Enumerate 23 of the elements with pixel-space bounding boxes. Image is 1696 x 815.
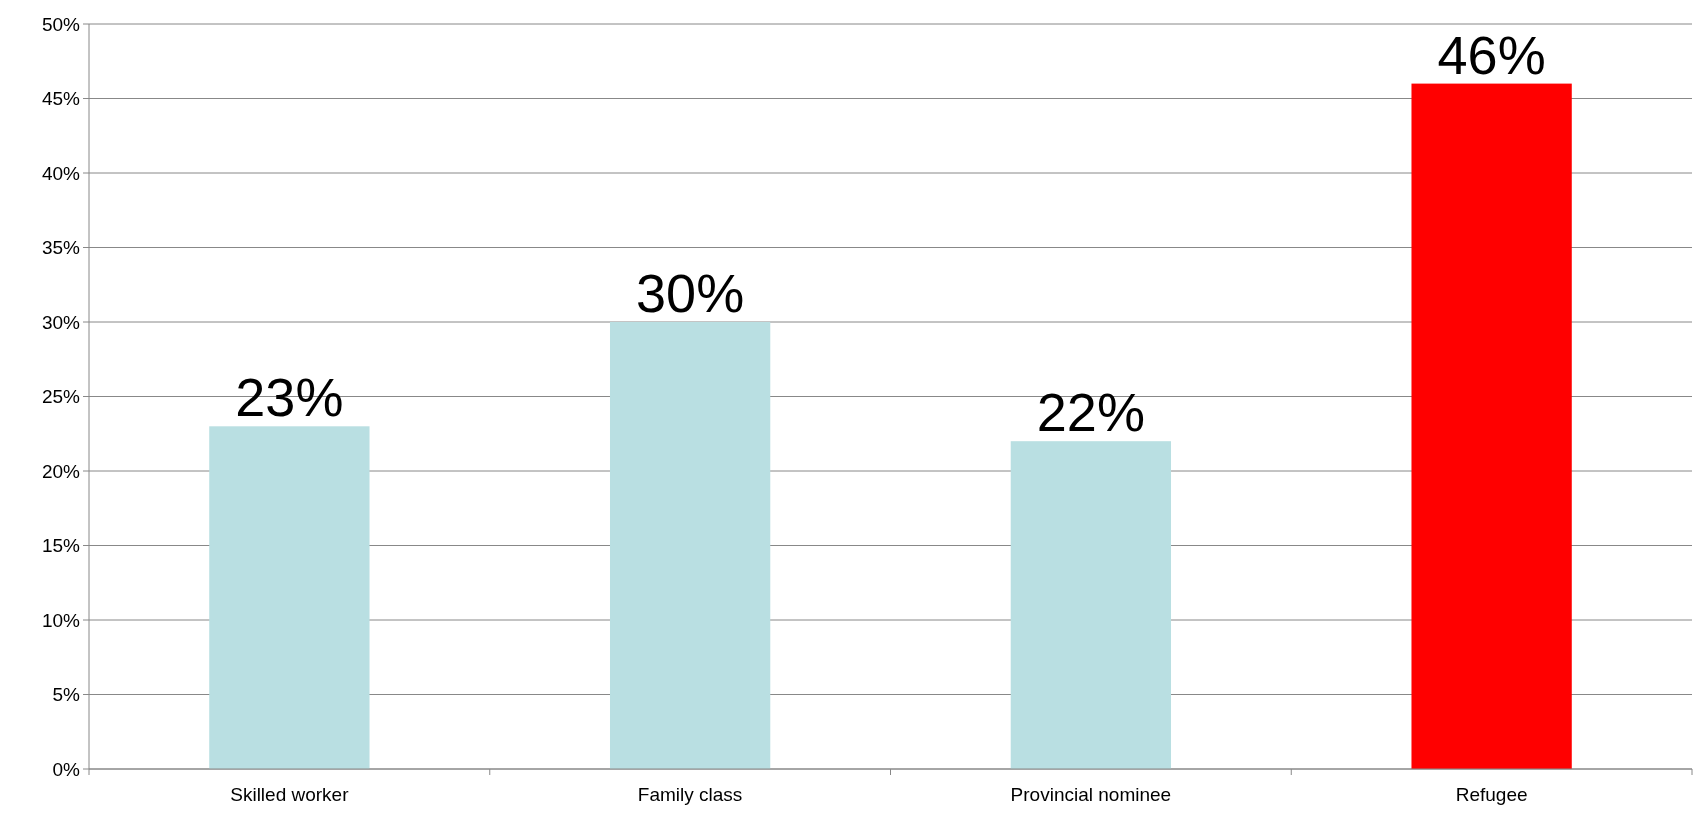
data-label: 30%	[636, 263, 745, 323]
bar	[609, 322, 771, 769]
y-tick-label: 5%	[52, 684, 81, 706]
bar	[1010, 441, 1172, 769]
x-tick-label: Refugee	[1455, 784, 1528, 805]
data-label: 22%	[1036, 382, 1145, 443]
y-tick-label: 15%	[41, 535, 81, 557]
y-tick-label: 30%	[41, 311, 81, 333]
y-tick-label: 10%	[41, 609, 81, 631]
x-tick-label: Provincial nominee	[1010, 784, 1172, 805]
bar	[1411, 83, 1572, 769]
bar	[209, 426, 370, 769]
y-tick-label: 40%	[41, 162, 81, 184]
y-tick-label: 50%	[41, 13, 81, 35]
y-tick-label: 45%	[41, 88, 81, 110]
data-label: 23%	[235, 367, 344, 428]
y-tick-label: 25%	[41, 386, 81, 408]
y-tick-label: 20%	[41, 460, 81, 482]
x-tick-label: Family class	[637, 784, 743, 805]
data-label: 46%	[1437, 24, 1546, 85]
x-tick-label: Skilled worker	[230, 784, 350, 805]
y-tick-label: 0%	[52, 758, 81, 780]
y-tick-label: 35%	[41, 237, 81, 259]
